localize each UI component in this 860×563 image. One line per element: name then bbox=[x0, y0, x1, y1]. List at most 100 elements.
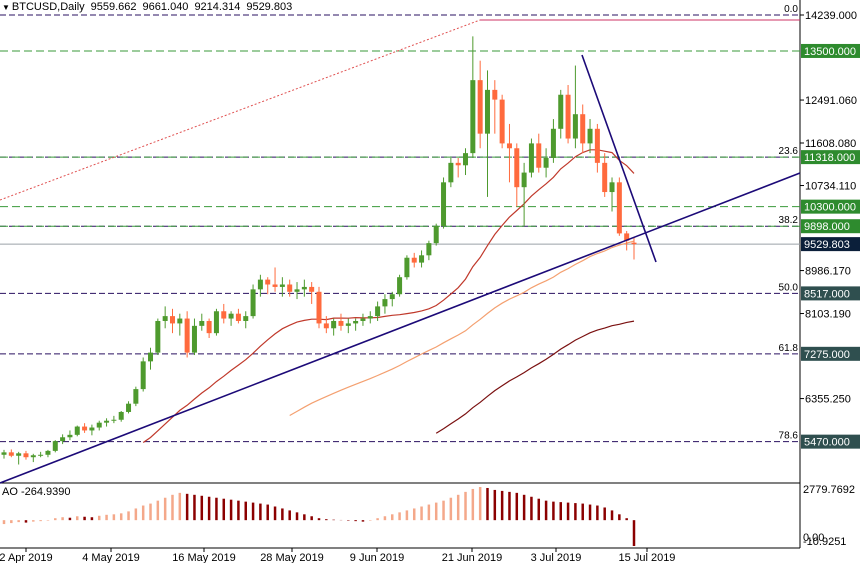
fib-level-label: 0.0 bbox=[784, 4, 798, 15]
level-price-tag-label: 8517.000 bbox=[804, 288, 850, 300]
candle-body bbox=[89, 427, 95, 431]
candle-body bbox=[550, 128, 556, 158]
candle-body bbox=[477, 80, 483, 134]
candle-body bbox=[199, 320, 205, 326]
candle-body bbox=[82, 426, 88, 431]
level-price-tag bbox=[801, 43, 860, 58]
candle-body bbox=[23, 453, 29, 458]
candle-body bbox=[235, 313, 241, 321]
candle-body bbox=[67, 434, 73, 438]
level-price-tag bbox=[801, 150, 860, 165]
y-tick-label: 11608.080 bbox=[805, 138, 856, 150]
candle-body bbox=[565, 94, 571, 139]
candle-body bbox=[118, 411, 124, 420]
candle-body bbox=[148, 352, 154, 362]
candle-body bbox=[528, 143, 534, 173]
candle-body bbox=[126, 403, 132, 412]
candle-body bbox=[221, 311, 227, 319]
symbol-label[interactable]: BTCUSD,Daily bbox=[11, 1, 85, 13]
x-tick-label: 16 May 2019 bbox=[172, 552, 236, 563]
x-tick-label: 28 May 2019 bbox=[260, 552, 324, 563]
candle-body bbox=[543, 157, 549, 168]
candle-body bbox=[389, 294, 395, 300]
chart-header: ▼ BTCUSD,Daily 9559.662 9661.040 9214.314 952… bbox=[2, 1, 298, 13]
candle-body bbox=[52, 441, 58, 451]
level-price-tag bbox=[801, 346, 860, 361]
ao-tick-label: 2779.7692 bbox=[803, 484, 855, 496]
fib-level-label: 23.6 bbox=[779, 146, 799, 157]
candle-body bbox=[316, 291, 322, 324]
candle-body bbox=[184, 318, 190, 353]
low-value: 9214.314 bbox=[194, 1, 241, 13]
candle-body bbox=[455, 162, 461, 166]
candle-body bbox=[257, 279, 263, 290]
x-tick-label: 15 Jul 2019 bbox=[619, 552, 676, 563]
candle-body bbox=[8, 452, 14, 456]
candle-body bbox=[514, 148, 520, 188]
moving-average-slow bbox=[435, 320, 635, 434]
candle-body bbox=[1, 452, 7, 455]
fib-level-label: 61.8 bbox=[779, 343, 799, 354]
open-value: 9559.662 bbox=[90, 1, 137, 13]
moving-average-fast bbox=[142, 149, 635, 443]
candle-body bbox=[30, 455, 36, 458]
candle-body bbox=[104, 420, 110, 423]
ao-indicator-label: AO -264.9390 bbox=[2, 486, 71, 498]
x-tick-label: 21 Jun 2019 bbox=[442, 552, 503, 563]
candle-body bbox=[506, 143, 512, 149]
candle-body bbox=[602, 162, 608, 193]
candle-body bbox=[353, 320, 359, 324]
candle-body bbox=[345, 323, 351, 326]
fib-level-label: 78.6 bbox=[779, 431, 799, 442]
current-price-tag-label: 9529.803 bbox=[804, 239, 850, 251]
candle-body bbox=[360, 318, 366, 321]
candle-body bbox=[228, 313, 234, 319]
candle-body bbox=[140, 361, 146, 390]
x-tick-label: 2 Apr 2019 bbox=[0, 552, 53, 563]
candle-body bbox=[433, 226, 439, 244]
level-price-tag-label: 11318.000 bbox=[804, 152, 855, 164]
candle-body bbox=[169, 316, 175, 324]
candle-body bbox=[594, 128, 600, 163]
ascending-trendline bbox=[0, 172, 801, 484]
candle-body bbox=[448, 162, 454, 183]
level-price-tag-label: 13500.000 bbox=[804, 46, 856, 58]
candle-body bbox=[375, 306, 381, 317]
current-price-tag bbox=[801, 237, 860, 252]
candle-body bbox=[463, 153, 469, 166]
level-price-tag-label: 5470.000 bbox=[804, 437, 850, 449]
candle-body bbox=[382, 299, 388, 307]
high-value: 9661.040 bbox=[142, 1, 189, 13]
candle-body bbox=[492, 89, 498, 100]
candle-body bbox=[470, 80, 476, 154]
y-tick-label: 6355.250 bbox=[805, 394, 851, 406]
level-price-tag bbox=[801, 286, 860, 301]
candle-body bbox=[426, 243, 432, 256]
symbol-dropdown-icon[interactable]: ▼ bbox=[2, 3, 10, 12]
candle-body bbox=[162, 316, 168, 321]
candle-body bbox=[243, 316, 249, 321]
candle-body bbox=[206, 320, 212, 334]
descending-trendline bbox=[581, 54, 657, 263]
candle-body bbox=[191, 325, 197, 353]
candle-body bbox=[338, 320, 344, 326]
close-value: 9529.803 bbox=[246, 1, 293, 13]
candle-body bbox=[38, 454, 44, 456]
candle-body bbox=[60, 437, 66, 442]
candle-body bbox=[616, 182, 622, 234]
candle-body bbox=[213, 311, 219, 334]
y-tick-label: 8986.170 bbox=[805, 266, 851, 278]
y-tick-label: 12491.060 bbox=[805, 95, 857, 107]
fib-level-label: 50.0 bbox=[779, 282, 799, 293]
candle-body bbox=[287, 284, 293, 292]
candle-body bbox=[631, 242, 637, 245]
candle-body bbox=[265, 279, 271, 285]
candle-body bbox=[323, 323, 329, 329]
x-tick-label: 3 Jul 2019 bbox=[531, 552, 582, 563]
candle-body bbox=[294, 289, 300, 292]
y-tick-label: 14239.000 bbox=[805, 10, 857, 22]
plot-area bbox=[0, 15, 800, 483]
candle-body bbox=[250, 289, 256, 317]
level-price-tag bbox=[801, 434, 860, 449]
